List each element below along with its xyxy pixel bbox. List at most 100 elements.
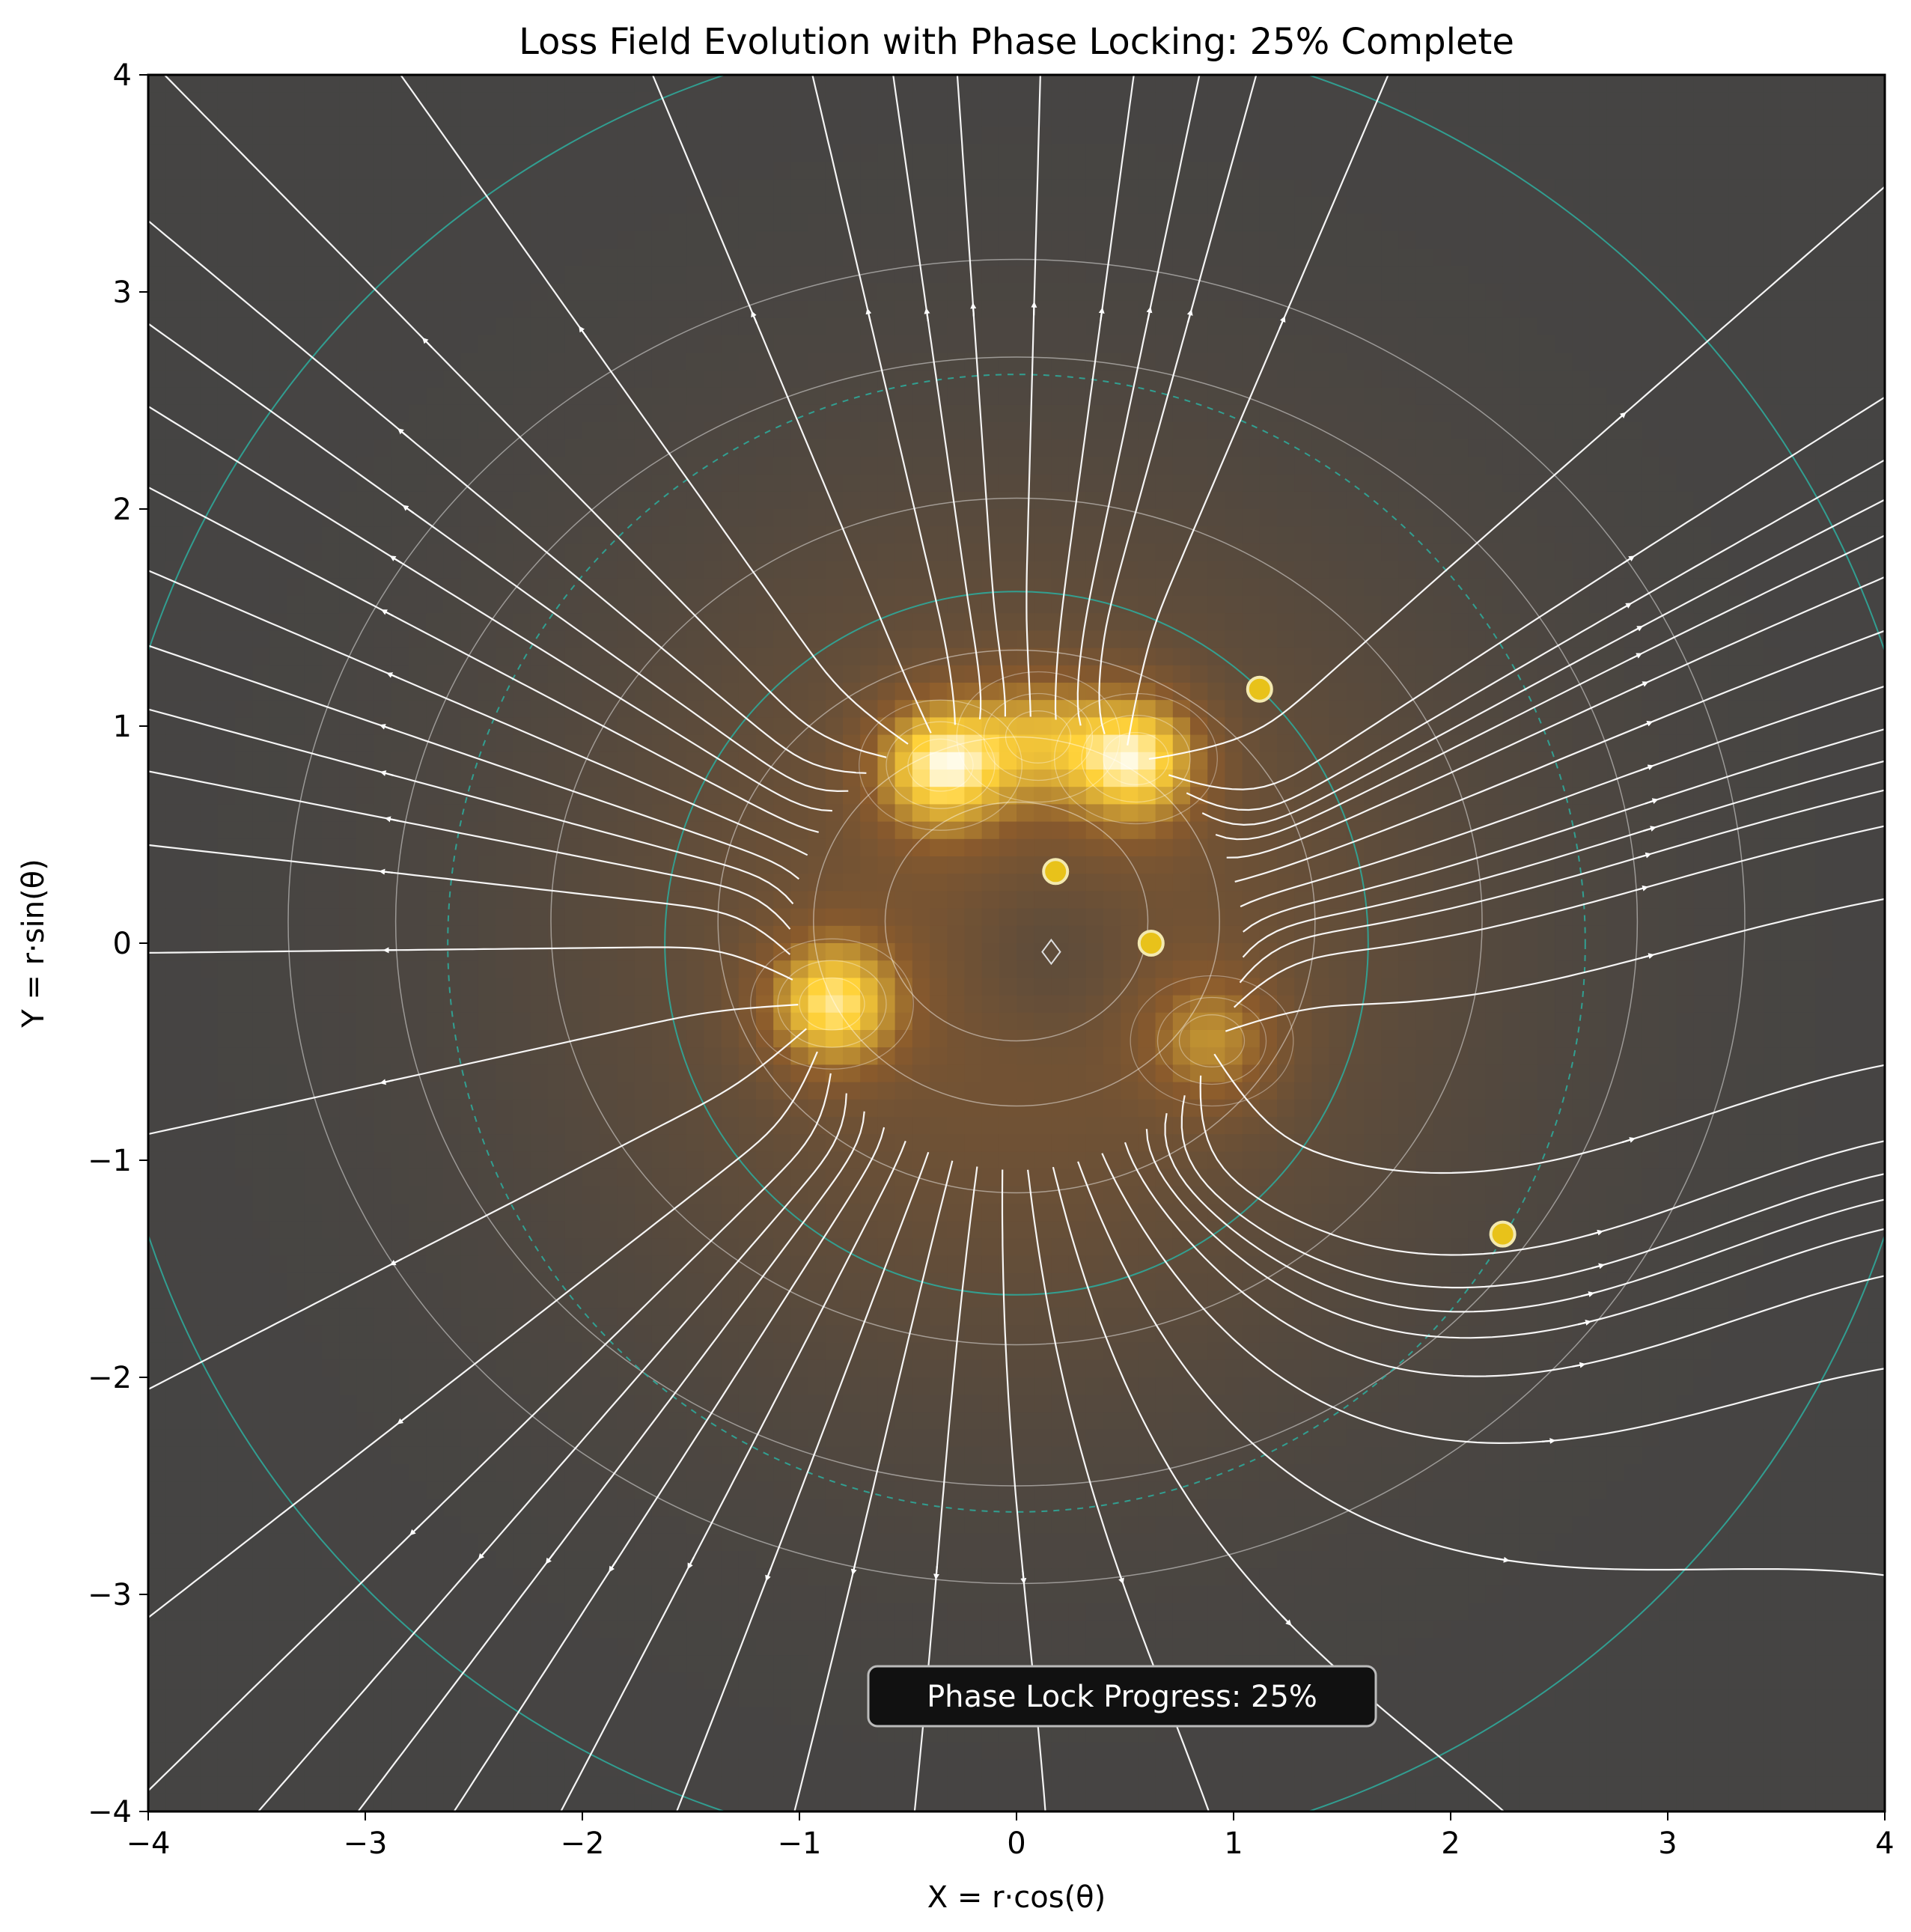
heatmap-cell xyxy=(1068,75,1087,93)
heatmap-cell xyxy=(634,283,653,302)
heatmap-cell xyxy=(964,213,983,232)
heatmap-cell xyxy=(374,891,392,909)
heatmap-cell xyxy=(721,300,740,319)
heatmap-cell xyxy=(1468,838,1486,857)
heatmap-cell xyxy=(1364,387,1382,406)
heatmap-cell xyxy=(894,804,913,823)
heatmap-cell xyxy=(217,647,236,666)
heatmap-cell xyxy=(148,283,166,302)
heatmap-cell xyxy=(825,630,844,649)
heatmap-cell xyxy=(1329,543,1347,562)
heatmap-cell xyxy=(1798,162,1816,180)
heatmap-cell xyxy=(460,838,479,857)
heatmap-cell xyxy=(1659,596,1677,614)
heatmap-cell xyxy=(1693,387,1712,406)
heatmap-cell xyxy=(669,561,687,579)
heatmap-cell xyxy=(1364,474,1382,493)
heatmap-cell xyxy=(1311,596,1330,614)
heatmap-cell xyxy=(183,457,201,475)
heatmap-cell xyxy=(808,249,826,266)
heatmap-cell xyxy=(443,700,462,718)
heatmap-cell xyxy=(478,231,496,249)
heatmap-cell xyxy=(1415,370,1434,388)
heatmap-cell xyxy=(1606,439,1625,457)
heatmap-cell xyxy=(617,874,636,892)
heatmap-cell xyxy=(634,457,653,475)
heatmap-cell xyxy=(1606,683,1625,701)
heatmap-cell xyxy=(1034,249,1052,266)
heatmap-cell xyxy=(1172,647,1191,666)
heatmap-cell xyxy=(148,353,166,371)
heatmap-cell xyxy=(1815,196,1833,215)
heatmap-cell xyxy=(860,474,878,493)
heatmap-cell xyxy=(1589,144,1608,162)
heatmap-cell xyxy=(894,925,913,944)
heatmap-cell xyxy=(1451,266,1469,284)
heatmap-cell xyxy=(269,647,288,666)
heatmap-cell xyxy=(1815,543,1833,562)
heatmap-cell xyxy=(1451,335,1469,353)
heatmap-cell xyxy=(825,317,844,336)
heatmap-cell xyxy=(964,647,983,666)
heatmap-cell xyxy=(322,457,340,475)
heatmap-cell xyxy=(235,891,253,909)
heatmap-cell xyxy=(1415,404,1434,423)
heatmap-cell xyxy=(1780,231,1799,249)
heatmap-cell xyxy=(148,717,166,736)
heatmap-cell xyxy=(1572,231,1591,249)
heatmap-cell xyxy=(1589,127,1608,145)
heatmap-cell xyxy=(409,700,427,718)
heatmap-cell xyxy=(374,196,392,215)
heatmap-cell xyxy=(1642,335,1659,353)
heatmap-cell xyxy=(1728,491,1746,510)
heatmap-cell xyxy=(339,596,357,614)
heatmap-cell xyxy=(1364,613,1382,631)
heatmap-cell xyxy=(1364,300,1382,319)
heatmap-cell xyxy=(1606,249,1625,266)
heatmap-cell xyxy=(391,300,409,319)
heatmap-cell xyxy=(790,127,809,145)
heatmap-cell xyxy=(1242,457,1261,475)
heatmap-cell xyxy=(790,213,809,232)
heatmap-cell xyxy=(183,335,201,353)
heatmap-cell xyxy=(1676,144,1695,162)
heatmap-cell xyxy=(1780,561,1799,579)
heatmap-cell xyxy=(304,457,323,475)
heatmap-cell xyxy=(1485,75,1504,93)
heatmap-cell xyxy=(1068,561,1087,579)
heatmap-cell xyxy=(582,300,600,319)
heatmap-cell xyxy=(148,213,166,232)
heatmap-cell xyxy=(1207,353,1225,371)
heatmap-cell xyxy=(930,92,948,110)
heatmap-cell xyxy=(1728,266,1746,284)
heatmap-cell xyxy=(773,422,791,440)
heatmap-cell xyxy=(808,630,826,649)
heatmap-cell xyxy=(1642,109,1659,128)
heatmap-cell xyxy=(513,543,531,562)
heatmap-cell xyxy=(843,109,861,128)
heatmap-cell xyxy=(1190,162,1208,180)
heatmap-cell xyxy=(981,92,1000,110)
heatmap-cell xyxy=(1832,353,1851,371)
heatmap-cell xyxy=(1415,578,1434,597)
heatmap-cell xyxy=(877,283,896,302)
heatmap-cell xyxy=(1642,422,1659,440)
heatmap-cell xyxy=(894,526,913,544)
heatmap-cell xyxy=(1572,925,1591,944)
heatmap-cell xyxy=(1815,734,1833,753)
heatmap-cell xyxy=(1642,127,1659,145)
heatmap-cell xyxy=(183,838,201,857)
heatmap-cell xyxy=(1763,335,1782,353)
heatmap-cell xyxy=(600,162,618,180)
heatmap-cell xyxy=(1867,249,1885,266)
heatmap-cell xyxy=(999,856,1017,874)
heatmap-cell xyxy=(1468,561,1486,579)
heatmap-cell xyxy=(374,439,392,457)
heatmap-cell xyxy=(200,578,219,597)
heatmap-cell xyxy=(651,457,670,475)
heatmap-cell xyxy=(1346,109,1365,128)
heatmap-cell xyxy=(1451,439,1469,457)
heatmap-cell xyxy=(478,266,496,284)
heatmap-cell xyxy=(860,92,878,110)
heatmap-cell xyxy=(426,457,444,475)
